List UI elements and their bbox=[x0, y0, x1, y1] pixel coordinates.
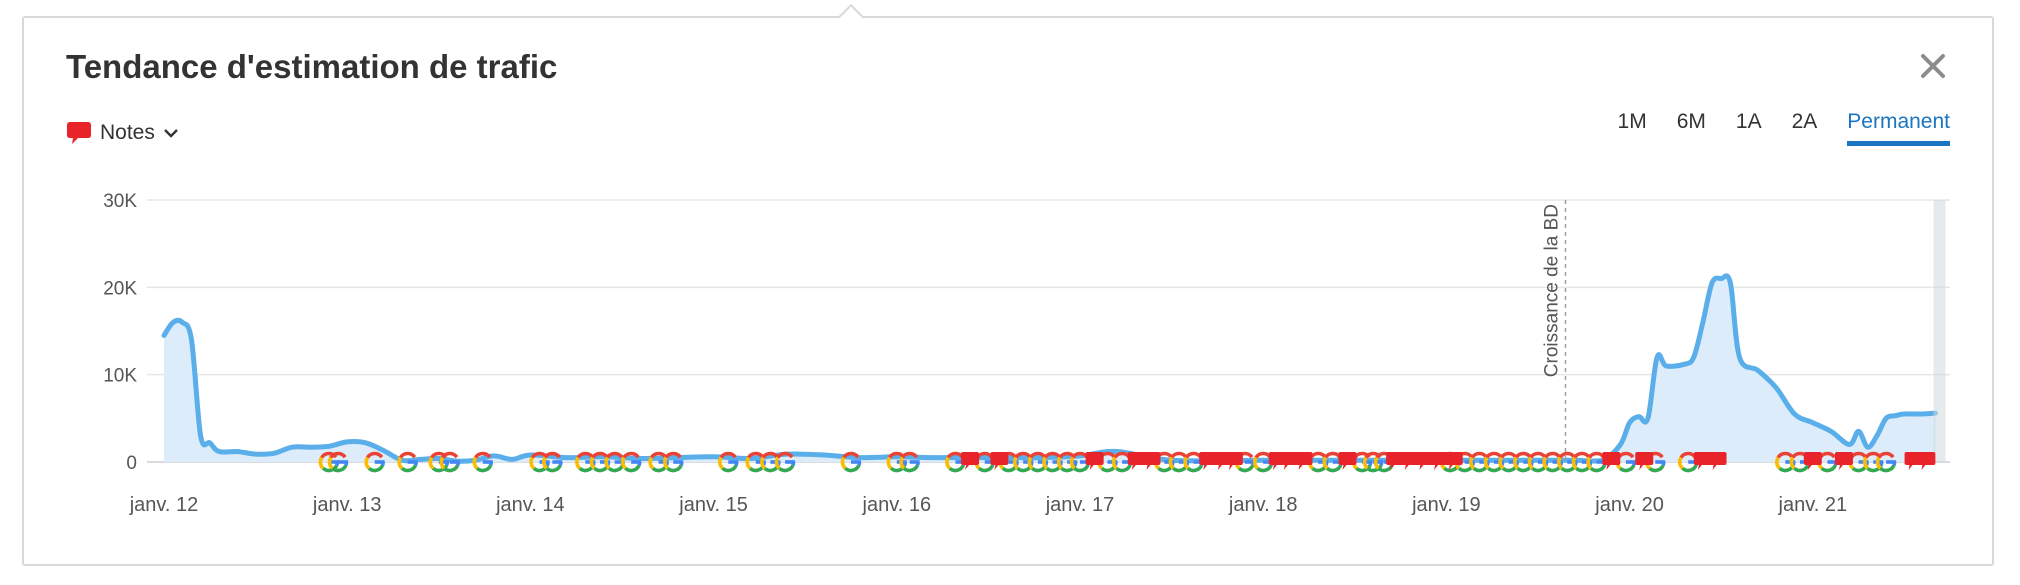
period-tab-2a[interactable]: 2A bbox=[1791, 110, 1818, 133]
google-g-icon bbox=[439, 451, 461, 473]
x-tick-label: janv. 15 bbox=[678, 494, 748, 516]
series-line bbox=[161, 273, 1938, 464]
speech-bubble-icon bbox=[1693, 452, 1712, 470]
annotation-label: Croissance de la BD bbox=[1541, 204, 1562, 377]
speech-bubble-icon bbox=[1294, 452, 1313, 470]
close-button[interactable] bbox=[1915, 48, 1951, 84]
x-tick-label: janv. 17 bbox=[1045, 494, 1115, 516]
panel-title: Tendance d'estimation de trafic bbox=[66, 48, 558, 85]
google-g-icon bbox=[774, 451, 796, 473]
x-tick-label: janv. 21 bbox=[1778, 494, 1848, 516]
period-tab-6m[interactable]: 6M bbox=[1676, 110, 1706, 133]
y-tick-label: 0 bbox=[126, 453, 137, 474]
speech-bubble-icon bbox=[1803, 452, 1822, 470]
chevron-down-icon bbox=[164, 129, 178, 138]
google-g-icon bbox=[663, 451, 684, 473]
period-selector: 1M 6M 1A 2A Permanent bbox=[1588, 110, 1950, 146]
x-tick-label: janv. 18 bbox=[1228, 494, 1298, 516]
speech-bubble-icon bbox=[1635, 452, 1654, 470]
y-tick-label: 30K bbox=[103, 191, 137, 212]
speech-bubble-icon bbox=[1279, 452, 1298, 470]
google-g-icon bbox=[840, 451, 862, 473]
speech-bubble-icon bbox=[1430, 452, 1449, 470]
current-period-band bbox=[1933, 200, 1946, 462]
x-tick-label: janv. 14 bbox=[495, 494, 565, 516]
series-area bbox=[164, 275, 1936, 462]
traffic-trend-panel bbox=[22, 16, 1994, 566]
x-tick-label: janv. 19 bbox=[1411, 494, 1481, 516]
google-g-icon bbox=[717, 451, 739, 473]
x-tick-label: janv. 16 bbox=[862, 494, 932, 516]
x-tick-label: janv. 12 bbox=[129, 494, 199, 516]
google-g-icon bbox=[542, 451, 563, 473]
speech-bubble-icon bbox=[990, 452, 1009, 470]
google-g-icon bbox=[364, 451, 385, 473]
speech-bubble-icon bbox=[1400, 452, 1419, 470]
y-tick-label: 20K bbox=[103, 278, 137, 299]
notes-dropdown[interactable]: Notes bbox=[66, 118, 179, 148]
speech-bubble-icon bbox=[1199, 452, 1218, 470]
speech-bubble-icon bbox=[1415, 452, 1434, 470]
speech-bubble-icon bbox=[1127, 452, 1146, 470]
google-g-icon bbox=[472, 451, 494, 473]
traffic-chart: 0 10K 20K 30K janv. 12 janv. 13 janv. 14 janv. … bbox=[103, 191, 1950, 516]
speech-bubble-icon bbox=[1386, 452, 1405, 470]
close-icon bbox=[1921, 54, 1945, 78]
x-tick-label: janv. 20 bbox=[1594, 494, 1664, 516]
google-g-icon bbox=[1875, 451, 1897, 473]
period-tab-1a[interactable]: 1A bbox=[1735, 110, 1762, 133]
speech-bubble-icon bbox=[1602, 452, 1621, 470]
google-g-icon bbox=[327, 451, 349, 473]
speech-bubble-icon bbox=[1224, 452, 1243, 470]
speech-bubble-icon bbox=[961, 452, 980, 470]
speech-bubble-icon bbox=[67, 122, 91, 144]
google-g-icon bbox=[397, 451, 418, 473]
popover-caret bbox=[835, 0, 865, 18]
speech-bubble-icon bbox=[1834, 452, 1853, 470]
period-tab-permanent[interactable]: Permanent bbox=[1847, 110, 1950, 146]
speech-bubble-icon bbox=[1444, 452, 1463, 470]
google-g-icon bbox=[620, 451, 642, 473]
speech-bubble-icon bbox=[1917, 452, 1936, 470]
y-tick-label: 10K bbox=[103, 366, 137, 387]
period-tab-1m[interactable]: 1M bbox=[1617, 110, 1647, 133]
google-g-icon bbox=[899, 451, 920, 473]
x-tick-label: janv. 13 bbox=[312, 494, 382, 516]
speech-bubble-icon bbox=[1708, 452, 1727, 470]
speech-bubble-icon bbox=[1338, 452, 1357, 470]
notes-label: Notes bbox=[100, 121, 155, 144]
speech-bubble-icon bbox=[1085, 452, 1104, 470]
speech-bubble-icon bbox=[1142, 452, 1161, 470]
